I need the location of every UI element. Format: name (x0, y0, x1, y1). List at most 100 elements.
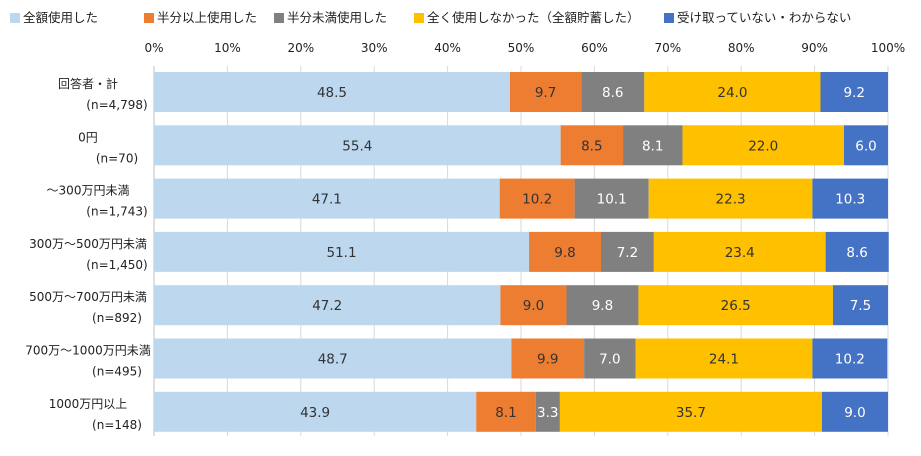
category-labels: 回答者・計 (n=4,798) 0円 (n=70) ～300万円未満 (n=1,743) 3… (25, 76, 150, 432)
legend-swatch (664, 13, 674, 23)
data-label: 10.3 (835, 192, 865, 208)
data-label: 9.8 (554, 245, 575, 261)
bar-segment (682, 125, 844, 166)
x-tick-label: 20% (287, 41, 314, 55)
bar-segment (154, 338, 512, 379)
data-label: 24.1 (709, 352, 739, 368)
data-label: 7.5 (850, 298, 871, 314)
bar-segment (154, 125, 561, 166)
data-label: 9.0 (844, 405, 865, 421)
data-label: 3.3 (537, 405, 558, 421)
data-label: 8.1 (642, 138, 663, 154)
category-name: 0円 (78, 130, 98, 144)
legend-item: 全く使用しなかった（全額貯蓄した） (414, 10, 640, 25)
data-label: 9.7 (535, 85, 556, 101)
data-label: 48.5 (317, 85, 347, 101)
legend-item: 受け取っていない・わからない (664, 10, 851, 25)
bar-segment (638, 285, 833, 326)
data-label: 26.5 (721, 298, 751, 314)
bar-segment (820, 72, 888, 112)
category-label: 0円 (n=70) (78, 130, 138, 165)
category-label: ～300万円未満 (n=1,743) (47, 184, 148, 219)
data-label: 47.1 (312, 192, 342, 208)
bar-segment (511, 338, 585, 379)
category-name: 回答者・計 (58, 76, 118, 91)
category-count: (n=70) (96, 151, 138, 165)
bar-segment (653, 231, 826, 272)
legend-swatch (10, 13, 20, 23)
bar-segment (500, 285, 567, 326)
bar-row: 55.4 8.5 8.1 22.0 6.0 (154, 125, 888, 166)
bar-segment (581, 72, 645, 112)
legend-label: 受け取っていない・わからない (677, 10, 851, 25)
x-tick-label: 60% (581, 41, 608, 55)
legend-label: 全く使用しなかった（全額貯蓄した） (427, 10, 640, 25)
category-label: 回答者・計 (n=4,798) (58, 76, 148, 112)
bar-segment (601, 231, 654, 272)
bar-segment (154, 391, 477, 432)
category-label: 700万～1000万円未満 (n=495) (25, 344, 150, 379)
data-label: 22.0 (748, 138, 778, 154)
bar-row: 47.2 9.0 9.8 26.5 7.5 (154, 285, 888, 326)
legend-item: 全額使用した (10, 10, 98, 25)
bar-segment (843, 125, 888, 166)
bar-segment (559, 391, 822, 432)
category-name: 500万～700万円未満 (29, 290, 147, 304)
bar-segment (509, 72, 582, 112)
category-name: ～300万円未満 (47, 184, 130, 198)
data-label: 43.9 (300, 405, 330, 421)
data-label: 22.3 (716, 192, 746, 208)
bar-segment (154, 231, 530, 272)
legend-swatch (144, 13, 154, 23)
category-name: 1000万円以上 (49, 397, 128, 411)
data-label: 55.4 (342, 138, 372, 154)
category-label: 300万～500万円未満 (n=1,450) (29, 237, 148, 272)
bar-segment (560, 125, 624, 166)
bar-segment (584, 338, 636, 379)
bar-segment (535, 391, 560, 432)
bar-segment (832, 285, 888, 326)
category-label: 500万～700万円未満 (n=892) (29, 290, 147, 325)
data-label: 8.5 (581, 138, 602, 154)
bar-segment (574, 178, 649, 219)
bar-row: 48.7 9.9 7.0 24.1 10.2 (154, 338, 888, 379)
bar-segment (154, 72, 510, 112)
data-label: 35.7 (676, 405, 706, 421)
data-label: 23.4 (725, 245, 755, 261)
category-name: 300万～500万円未満 (29, 237, 147, 251)
bar-segment (635, 338, 813, 379)
x-tick-label: 10% (214, 41, 241, 55)
data-label: 8.6 (846, 245, 867, 261)
x-tick-label: 80% (728, 41, 755, 55)
bar-segment (825, 231, 889, 272)
bar-segment (812, 338, 888, 379)
bar-segment (154, 285, 501, 326)
data-label: 24.0 (717, 85, 747, 101)
bar-segment (476, 391, 536, 432)
chart-legend: 全額使用した 半分以上使用した 半分未満使用した 全く使用しなかった（全額貯蓄した） 受… (10, 10, 851, 25)
legend-label: 半分未満使用した (287, 10, 387, 25)
x-tick-label: 90% (801, 41, 828, 55)
data-label: 6.0 (855, 138, 876, 154)
x-axis-tick-labels: 0% 10% 20% 30% 40% 50% 60% 70% 80% 90% 100% (144, 41, 905, 55)
data-label: 10.2 (522, 192, 552, 208)
bar-row: 47.1 10.2 10.1 22.3 10.3 (154, 178, 888, 219)
data-label: 8.1 (495, 405, 516, 421)
x-tick-label: 30% (361, 41, 388, 55)
bar-segment (644, 72, 821, 112)
data-label: 51.1 (327, 245, 357, 261)
bar-segment (821, 391, 888, 432)
category-count: (n=1,743) (86, 205, 147, 219)
data-label: 9.0 (523, 298, 544, 314)
data-label: 48.7 (318, 352, 348, 368)
bar-segment (154, 178, 500, 219)
bar-segment (566, 285, 639, 326)
bar-segment (529, 231, 602, 272)
data-label: 9.8 (592, 298, 613, 314)
x-tick-label: 0% (144, 41, 163, 55)
legend-item: 半分以上使用した (144, 10, 257, 25)
bar-row: 48.5 9.7 8.6 24.0 9.2 (154, 72, 888, 112)
x-tick-label: 100% (871, 41, 905, 55)
category-count: (n=148) (92, 418, 142, 432)
